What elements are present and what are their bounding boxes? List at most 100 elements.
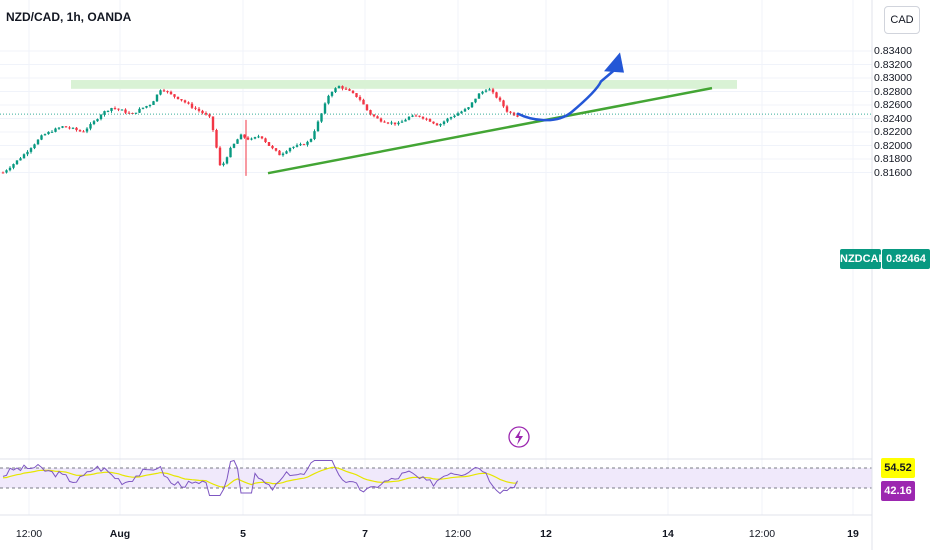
candle-body (36, 139, 40, 145)
candle-body (414, 115, 418, 117)
price-tick-label: 0.82000 (874, 139, 912, 152)
candle-body (5, 170, 8, 173)
candle-body (190, 103, 194, 108)
candle-body (351, 90, 355, 94)
candle-body (166, 91, 169, 93)
candle-body (495, 92, 498, 98)
time-tick-label: 12 (540, 528, 552, 540)
candle-body (57, 127, 61, 129)
candle-body (15, 160, 19, 165)
time-tick-label: 12:00 (748, 528, 776, 540)
candle-body (103, 111, 106, 115)
candle-body (225, 157, 229, 164)
price-tick-label: 0.83000 (874, 72, 912, 84)
candle-body (274, 148, 278, 151)
candle-body (313, 131, 316, 140)
candle-body (271, 145, 274, 149)
symbol-tag: NZDCAD (840, 249, 886, 269)
candle-body (281, 153, 285, 156)
price-tick-label: 0.82400 (874, 112, 912, 125)
candle-body (180, 99, 183, 101)
candle-body (460, 111, 463, 114)
candle-body (334, 88, 337, 93)
candle-body (428, 118, 432, 122)
candle-body (425, 118, 428, 120)
candle-body (320, 113, 323, 122)
candle-body (29, 148, 33, 152)
candle-body (124, 109, 127, 113)
candle-body (505, 106, 509, 112)
rsi-band (0, 468, 872, 488)
candle-body (365, 104, 369, 111)
support-trendline (267, 86, 713, 175)
candle-body (110, 108, 113, 111)
candle-body (383, 121, 386, 123)
candle-body (404, 119, 407, 122)
candle-body (491, 89, 495, 93)
candle-body (407, 116, 411, 120)
resistance-zone (71, 80, 737, 89)
candle-body (470, 102, 474, 108)
candle-body (145, 106, 148, 108)
candle-body (348, 89, 351, 91)
time-tick-label: 5 (240, 528, 246, 540)
candle-body (323, 103, 327, 114)
candle-body (278, 150, 281, 156)
candle-body (211, 116, 215, 131)
candle-body (61, 126, 64, 128)
candle-body (411, 115, 414, 117)
candle-body (253, 137, 257, 139)
candle-body (197, 108, 201, 111)
candle-body (498, 97, 502, 101)
candle-body (43, 134, 47, 136)
candle-body (309, 139, 313, 142)
candle-body (239, 134, 243, 140)
candle-body (201, 110, 204, 114)
candle-body (96, 119, 99, 122)
candle-body (246, 137, 250, 140)
lightning-icon[interactable] (508, 426, 530, 448)
candle-body (82, 131, 85, 133)
rsi-moving-average (2, 466, 518, 488)
candle-body (12, 164, 15, 168)
candle-body (484, 90, 488, 92)
price-tick-label: 0.82800 (874, 85, 912, 98)
candle-body (260, 136, 264, 139)
candle-body (138, 108, 141, 113)
candle-body (446, 118, 449, 122)
candle-body (418, 115, 421, 117)
currency-button[interactable]: CAD (884, 6, 920, 34)
candle-body (358, 97, 362, 100)
candle-body (54, 128, 57, 132)
candle-body (33, 144, 36, 149)
candle-body (64, 126, 68, 128)
candle-body (117, 108, 120, 110)
candle-body (40, 135, 43, 140)
candle-body (285, 151, 288, 154)
candle-body (22, 154, 26, 159)
candle-body (369, 110, 372, 115)
price-tick-label: 0.83400 (874, 45, 912, 57)
candle-body (257, 136, 260, 138)
candle-body (236, 139, 239, 144)
candle-body (306, 141, 309, 145)
candle-body (99, 114, 103, 120)
candle-body (509, 111, 512, 113)
candle-body (386, 122, 390, 124)
candle-body (169, 91, 173, 95)
candle-body (477, 93, 481, 99)
candle-body (467, 107, 470, 110)
time-tick-label: 7 (362, 528, 368, 540)
candle-body (302, 144, 306, 146)
candle-body (218, 147, 222, 166)
candle-body (173, 94, 176, 97)
candle-body (229, 147, 232, 158)
candle-body (502, 100, 505, 107)
candle-body (85, 128, 89, 132)
candle-body (379, 118, 383, 122)
candle-body (26, 151, 29, 155)
candle-body (344, 88, 348, 90)
candle-body (330, 92, 334, 96)
price-tick-label: 0.81800 (874, 153, 912, 165)
